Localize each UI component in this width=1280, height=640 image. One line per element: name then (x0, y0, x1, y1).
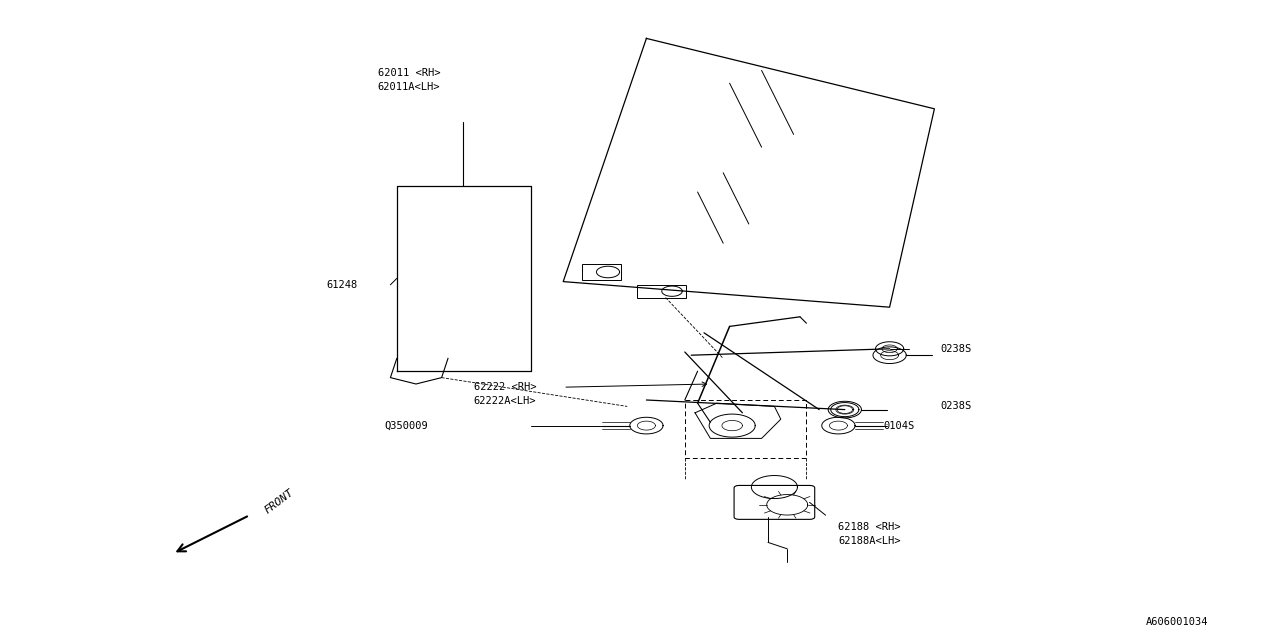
FancyBboxPatch shape (735, 485, 815, 520)
Text: 0238S: 0238S (941, 401, 972, 412)
Text: 62222 <RH>
62222A<LH>: 62222 <RH> 62222A<LH> (474, 381, 536, 406)
Text: 61248: 61248 (326, 280, 357, 290)
Bar (582, 264, 621, 280)
Text: 62188 <RH>
62188A<LH>: 62188 <RH> 62188A<LH> (838, 522, 901, 547)
Text: 0104S: 0104S (883, 420, 914, 431)
Text: FRONT: FRONT (262, 487, 296, 515)
Text: 62011 <RH>
62011A<LH>: 62011 <RH> 62011A<LH> (378, 68, 440, 92)
Text: A606001034: A606001034 (1146, 617, 1208, 627)
Text: 0238S: 0238S (941, 344, 972, 354)
Text: Q350009: Q350009 (384, 420, 428, 431)
Bar (637, 285, 686, 298)
